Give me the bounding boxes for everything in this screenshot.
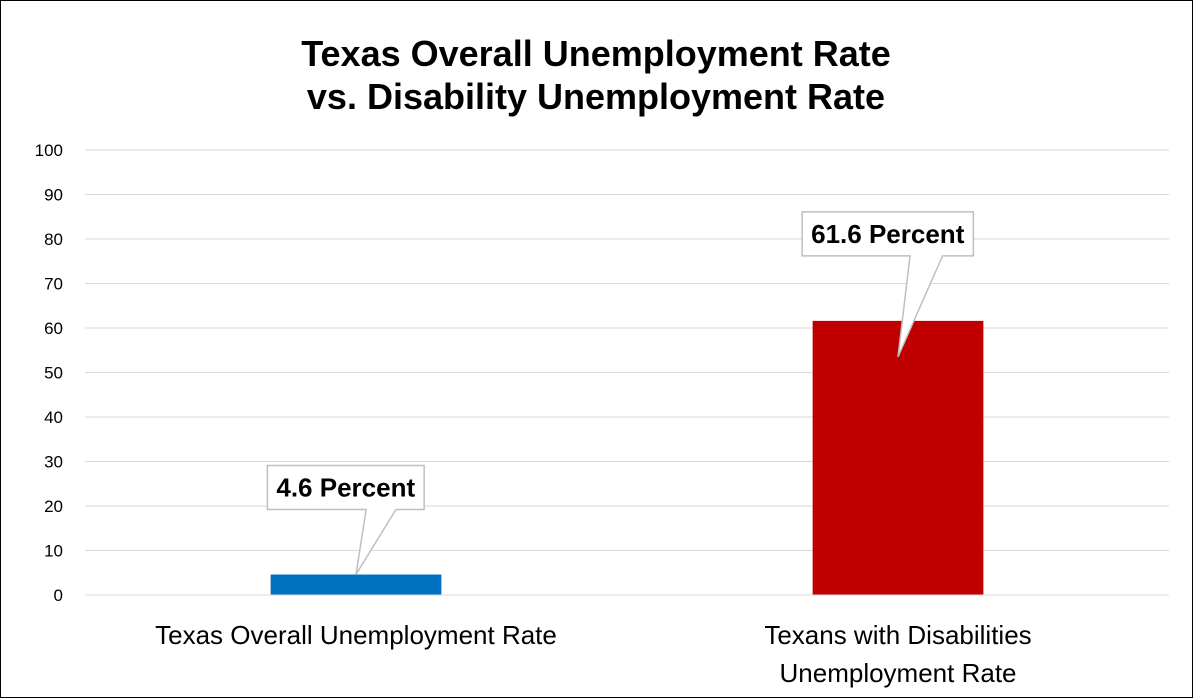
y-tick-label: 80 <box>44 230 63 249</box>
y-tick-label: 10 <box>44 542 63 561</box>
y-tick-label: 70 <box>44 275 63 294</box>
y-tick-label: 0 <box>54 586 63 605</box>
gridlines <box>85 149 1169 551</box>
y-tick-label: 40 <box>44 408 63 427</box>
y-tick-label: 90 <box>44 186 63 205</box>
y-tick-label: 100 <box>35 141 63 160</box>
chart-title: Texas Overall Unemployment Rate vs. Disa… <box>301 33 891 117</box>
data-label: 4.6 Percent <box>276 473 415 503</box>
x-axis: Texas Overall Unemployment Rate Texans wi… <box>85 594 1169 688</box>
data-label: 61.6 Percent <box>811 219 965 249</box>
x-category-label: Texans with Disabilities <box>764 620 1031 650</box>
y-tick-label: 20 <box>44 497 63 516</box>
callout-box <box>266 464 425 575</box>
callout-box <box>801 211 975 358</box>
y-axis-tick-labels: 0 10 20 30 40 50 60 70 80 90 100 <box>35 141 63 605</box>
chart-title-line-1: Texas Overall Unemployment Rate <box>301 33 891 74</box>
data-label-callout: 61.6 Percent <box>801 211 975 358</box>
y-tick-label: 60 <box>44 319 63 338</box>
y-tick-label: 30 <box>44 453 63 472</box>
bar <box>270 574 442 595</box>
chart-title-line-2: vs. Disability Unemployment Rate <box>307 76 885 117</box>
data-label-callout: 4.6 Percent <box>266 464 425 575</box>
bar <box>812 320 984 595</box>
data-label-callouts: 4.6 Percent 61.6 Percent <box>266 211 975 575</box>
x-category-label: Texas Overall Unemployment Rate <box>155 620 557 650</box>
bars <box>270 320 984 595</box>
y-tick-label: 50 <box>44 364 63 383</box>
x-category-label: Unemployment Rate <box>780 658 1017 688</box>
